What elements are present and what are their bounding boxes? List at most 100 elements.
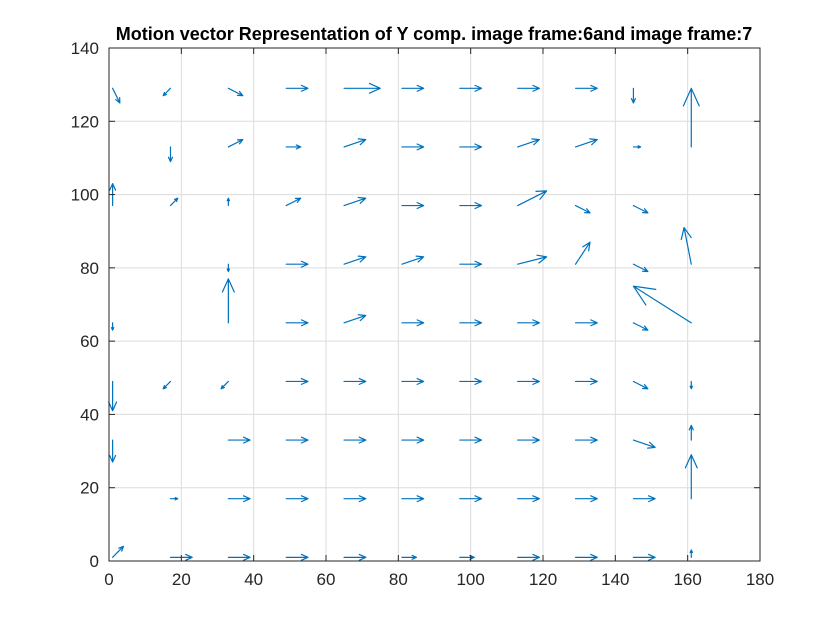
motion-vector-arrow (343, 436, 367, 444)
motion-vector-arrow (220, 380, 229, 390)
motion-vector-arrow (459, 377, 483, 385)
motion-vector-arrow (574, 204, 591, 214)
motion-vector-arrow (401, 202, 425, 210)
motion-vector-arrow (517, 84, 540, 92)
motion-vector-arrow (343, 255, 367, 265)
motion-vector-arrow (632, 380, 649, 390)
y-tick-labels: 0 20 40 60 80 100 120 140 (71, 39, 99, 571)
motion-vector-arrow (632, 204, 649, 214)
motion-vector-arrow (684, 454, 698, 500)
motion-vector-arrow (285, 377, 309, 385)
motion-vector-arrow (401, 319, 425, 327)
motion-vector-arrow (112, 545, 125, 558)
motion-vector-arrow (517, 377, 540, 385)
motion-vector-arrow (227, 553, 251, 561)
motion-vector-arrow (574, 436, 598, 444)
x-tick-label: 180 (746, 570, 774, 589)
y-tick-label: 60 (80, 332, 99, 351)
chart-title: Motion vector Representation of Y comp. … (116, 24, 753, 44)
motion-vector-arrow (169, 496, 179, 501)
y-tick-label: 100 (71, 186, 99, 205)
motion-vector-arrow (680, 226, 692, 265)
y-tick-label: 80 (80, 259, 99, 278)
x-tick-label: 80 (389, 570, 408, 589)
motion-vector-arrow (285, 260, 309, 268)
motion-vector-arrow (632, 553, 656, 561)
motion-vector-arrow (169, 197, 179, 207)
motion-vector-arrow (343, 196, 367, 207)
motion-vector-arrow (285, 144, 302, 150)
motion-vector-arrow (517, 138, 540, 148)
x-tick-label: 140 (601, 570, 629, 589)
motion-vector-arrow (632, 263, 649, 273)
motion-vector-arrow (632, 322, 649, 331)
y-tick-label: 140 (71, 39, 99, 58)
motion-vector-arrow (574, 241, 591, 265)
motion-vector-arrow (401, 554, 418, 560)
motion-vector-arrow (459, 495, 483, 503)
motion-vector-arrow (401, 436, 425, 444)
motion-vector-arrow (459, 260, 483, 268)
motion-vector-arrow (401, 495, 425, 503)
motion-vector-arrow (632, 495, 656, 503)
y-tick-label: 20 (80, 479, 99, 498)
motion-vector-arrow (343, 314, 367, 324)
motion-vector-arrow (285, 319, 309, 327)
axis-ticks (108, 47, 761, 562)
motion-vector-arrow (688, 424, 694, 441)
motion-vector-arrow (459, 554, 475, 560)
motion-vectors (108, 82, 700, 561)
x-tick-label: 100 (456, 570, 484, 589)
motion-vector-arrow (682, 87, 700, 148)
motion-vector-arrow (343, 495, 367, 503)
motion-vector-arrow (459, 319, 483, 327)
motion-vector-arrow (689, 549, 694, 558)
motion-vector-arrow (227, 139, 244, 148)
motion-vector-arrow (689, 380, 694, 390)
motion-vector-arrow (285, 197, 302, 207)
motion-vector-arrow (459, 436, 483, 444)
x-tick-label: 0 (104, 570, 113, 589)
motion-vector-arrow (285, 553, 309, 561)
motion-vector-arrow (632, 439, 656, 449)
motion-vector-arrow (574, 377, 598, 385)
x-tick-label: 40 (244, 570, 263, 589)
motion-vector-arrow (167, 146, 174, 163)
motion-vector-arrow (285, 436, 309, 444)
motion-vector-arrow (517, 495, 540, 503)
motion-vector-arrow (459, 84, 483, 92)
x-tick-label: 20 (172, 570, 191, 589)
motion-vector-arrow (401, 255, 425, 265)
motion-vector-arrow (632, 145, 642, 149)
motion-vector-arrow (221, 278, 235, 324)
x-tick-labels: 0 20 40 60 80 100 120 140 160 180 (104, 570, 774, 589)
motion-vector-arrow (459, 202, 483, 210)
motion-vector-arrow (401, 143, 425, 151)
motion-vector-arrow (112, 87, 121, 104)
y-tick-label: 40 (80, 405, 99, 424)
motion-vector-arrow (108, 380, 118, 412)
motion-vector-arrow (517, 319, 540, 327)
motion-vector-arrow (517, 436, 540, 444)
motion-vector-arrow (226, 197, 231, 207)
motion-vector-arrow (574, 553, 598, 561)
motion-vector-arrow (632, 285, 692, 324)
motion-vector-arrow (227, 87, 244, 97)
y-tick-label: 0 (90, 552, 99, 571)
x-tick-label: 60 (317, 570, 336, 589)
motion-vector-arrow (517, 553, 540, 561)
motion-vector-arrow (110, 322, 115, 331)
motion-vector-arrow (343, 82, 381, 94)
x-tick-label: 160 (673, 570, 701, 589)
grid-lines (109, 48, 760, 561)
motion-vector-arrow (517, 254, 548, 265)
motion-vector-arrow (574, 84, 598, 92)
x-tick-label: 120 (529, 570, 557, 589)
motion-vector-arrow (109, 439, 117, 463)
motion-vector-arrow (517, 190, 548, 207)
motion-vector-arrow (162, 380, 172, 390)
motion-vector-arrow (401, 377, 425, 385)
motion-vector-arrow (574, 138, 598, 148)
motion-vector-arrow (630, 87, 636, 104)
